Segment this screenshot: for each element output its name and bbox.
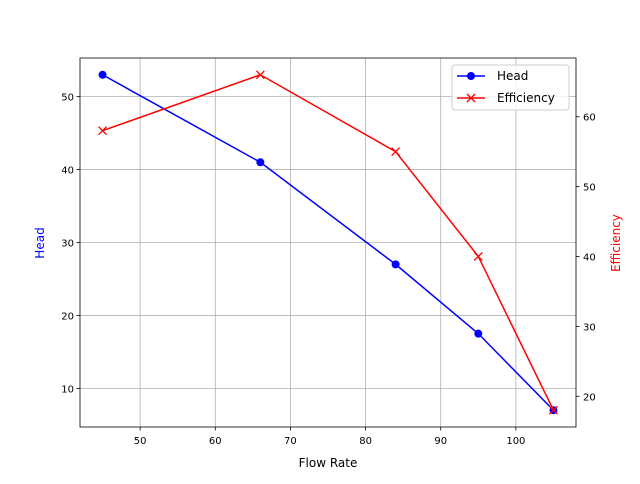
efficiency-point: [548, 405, 558, 415]
x-tick-label: 50: [134, 436, 147, 447]
x-tick-label: 60: [209, 436, 222, 447]
x-axis-label: Flow Rate: [299, 456, 358, 470]
y2-tick-label: 50: [583, 183, 596, 194]
head-point: [474, 329, 483, 338]
ticks: 50 60 70 80 90 100 10 20 30 40 50 20 30 40 50 60: [61, 93, 595, 447]
x-tick-label: 100: [506, 436, 525, 447]
x-tick-label: 70: [284, 436, 297, 447]
efficiency-point: [473, 252, 483, 261]
y-axis-label: Head: [33, 227, 47, 258]
grid: [80, 58, 576, 427]
x-tick-label: 90: [434, 436, 447, 447]
y-tick-label: 20: [61, 311, 74, 322]
y-tick-label: 50: [61, 93, 74, 104]
y2-tick-label: 30: [583, 322, 596, 333]
y2-tick-label: 60: [583, 113, 596, 124]
y2-tick-label: 20: [583, 392, 596, 403]
head-point: [256, 158, 265, 167]
head-point: [98, 70, 107, 79]
y-tick-label: 30: [61, 239, 74, 250]
legend-head-label: Head: [497, 69, 528, 83]
efficiency-point: [391, 147, 401, 157]
efficiency-point: [255, 70, 265, 80]
legend-efficiency-marker: [466, 93, 476, 103]
legend-efficiency-label: Efficiency: [497, 91, 555, 105]
x-tick-label: 80: [359, 436, 372, 447]
efficiency-point: [98, 126, 108, 136]
series-lines: [98, 70, 558, 415]
legend-head-marker: [467, 72, 475, 80]
y-tick-label: 10: [61, 384, 74, 395]
y2-axis-label: Efficiency: [609, 214, 623, 272]
y-tick-label: 40: [61, 166, 74, 177]
legend: Head Efficiency: [451, 64, 570, 111]
head-point: [391, 260, 400, 269]
y2-tick-label: 40: [583, 252, 596, 263]
